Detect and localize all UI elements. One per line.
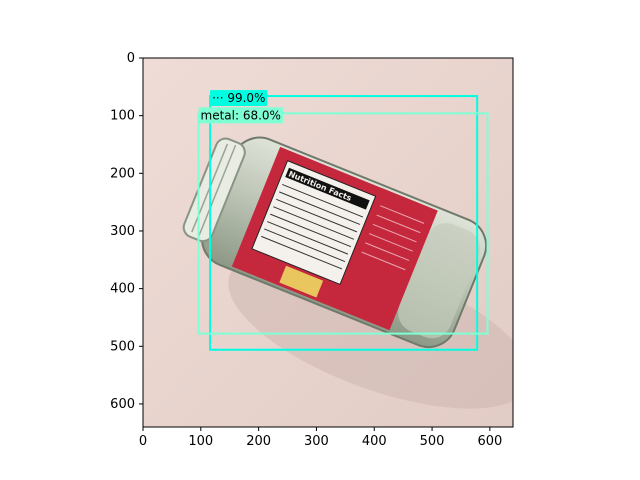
label-badge: [279, 265, 324, 298]
x-axis: 0 100 200 300 400 500 600: [139, 427, 502, 449]
glass-jar: Nutrition Facts: [182, 136, 488, 349]
x-tick-label: 400: [362, 434, 387, 449]
y-tick-label: 400: [110, 282, 135, 297]
y-tick-label: 600: [110, 397, 135, 412]
y-tick-label: 500: [110, 339, 135, 354]
x-tick-label: 100: [188, 434, 213, 449]
x-tick-label: 0: [139, 434, 147, 449]
y-tick-label: 100: [110, 109, 135, 124]
detection-box: [209, 95, 479, 351]
x-tick-label: 300: [304, 434, 329, 449]
axes-frame: [142, 57, 514, 428]
detections-layer: ··· 99.0% metal: 68.0%: [197, 90, 489, 351]
y-tick-label: 0: [127, 51, 135, 66]
x-tick-label: 600: [477, 434, 502, 449]
y-tick-label: 200: [110, 166, 135, 181]
detection-label: metal: 68.0%: [201, 108, 281, 122]
x-tick-label: 200: [246, 434, 271, 449]
detection-label: ··· 99.0%: [212, 91, 265, 105]
x-tick-label: 500: [420, 434, 445, 449]
detection-label-bg: [210, 90, 268, 107]
photo: Nutrition Facts: [143, 58, 513, 427]
y-tick-label: 300: [110, 224, 135, 239]
detection-label-bg: [198, 107, 283, 124]
y-axis: 0 100 200 300 400 500 600: [110, 51, 143, 412]
detection-box: [197, 112, 489, 335]
